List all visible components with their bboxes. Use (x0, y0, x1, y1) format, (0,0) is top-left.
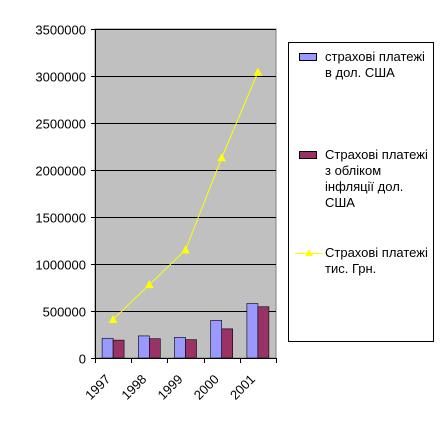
legend-swatch-inflation (299, 151, 317, 159)
plot-area (94, 28, 277, 359)
bar-0-1999 (174, 337, 186, 359)
y-tick-label: 3500000 (35, 23, 86, 38)
bar-0-1997 (101, 337, 114, 359)
bar-1-2000 (221, 328, 233, 359)
line-point-1997 (108, 314, 118, 323)
x-tick-label: 2000 (191, 372, 222, 403)
y-tick-label: 0 (79, 352, 86, 367)
x-tick-label: 2001 (227, 372, 258, 403)
legend-label-inflation: Страхові платежі з обліком інфляції дол.… (325, 147, 428, 210)
bar-1-1998 (149, 338, 161, 359)
bar-0-2001 (246, 303, 259, 359)
legend-marker-uah (305, 249, 313, 256)
x-tick-label: 1997 (82, 372, 113, 403)
y-tick-label: 1000000 (35, 258, 86, 273)
legend: страхові платежі в дол. США Страхові пла… (288, 42, 434, 342)
line-point-1999 (181, 245, 190, 254)
line-point-2001 (253, 67, 263, 76)
y-tick-label: 1500000 (35, 211, 86, 226)
legend-label-uah: Страхові платежі тис. Грн. (325, 245, 428, 276)
line-point-1998 (144, 280, 154, 289)
legend-label-usd: страхові платежі в дол. США (325, 49, 425, 80)
bar-1-1999 (185, 339, 197, 359)
bar-1-2001 (257, 306, 270, 359)
x-tick-label: 1999 (155, 372, 186, 403)
y-tick-label: 2500000 (35, 117, 86, 132)
line-point-2000 (217, 153, 227, 162)
legend-swatch-usd (299, 53, 317, 61)
y-tick-label: 500000 (43, 305, 86, 320)
y-tick-label: 3000000 (35, 70, 86, 85)
bar-0-1998 (138, 335, 150, 359)
bar-1-1997 (112, 339, 125, 359)
bar-0-2000 (210, 320, 222, 359)
y-tick-label: 2000000 (35, 164, 86, 179)
x-tick-label: 1998 (118, 372, 149, 403)
